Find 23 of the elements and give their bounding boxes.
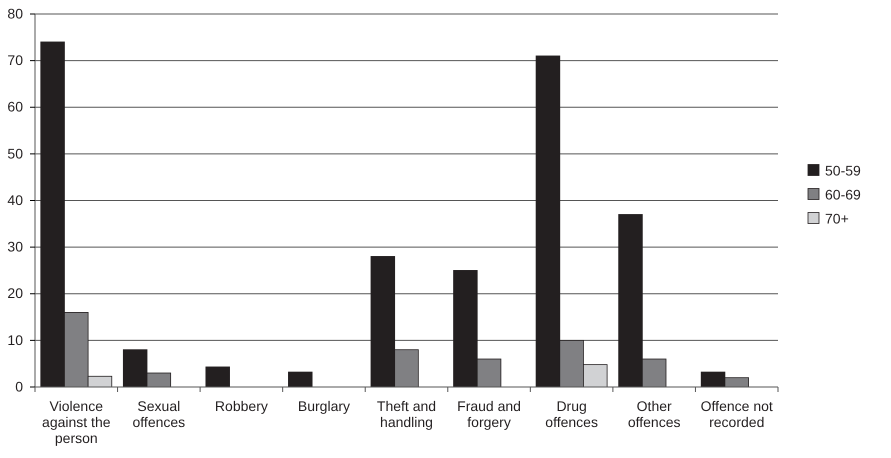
bar (288, 372, 313, 388)
y-tick-label: 30 (7, 238, 24, 255)
y-tick-label: 50 (7, 145, 24, 162)
x-tick-label: Robbery (214, 398, 268, 414)
x-tick-label: Violence against the person (42, 398, 111, 446)
x-tick-label: Burglary (298, 398, 350, 414)
y-tick-label: 0 (15, 378, 24, 394)
x-tick-label: Fraud and forgery (457, 398, 521, 430)
y-tick-label: 40 (7, 192, 24, 208)
x-tick-label: Theft and handling (376, 398, 436, 430)
y-tick-label: 60 (7, 98, 24, 115)
y-tick-label: 10 (7, 332, 24, 348)
y-tick-label: 20 (7, 285, 24, 302)
x-tick-label: Other offences (628, 398, 681, 430)
legend-label: 60-69 (825, 186, 862, 202)
bar (205, 366, 230, 388)
legend-label: 50-59 (825, 162, 862, 178)
legend-label: 70+ (825, 210, 849, 226)
y-tick-label: 80 (7, 5, 24, 22)
x-tick-label: Offence not recorded (700, 398, 773, 430)
x-tick-label: Sexual offences (132, 398, 186, 430)
x-tick-label: Drug offences (545, 398, 598, 430)
y-tick-label: 70 (7, 52, 24, 68)
